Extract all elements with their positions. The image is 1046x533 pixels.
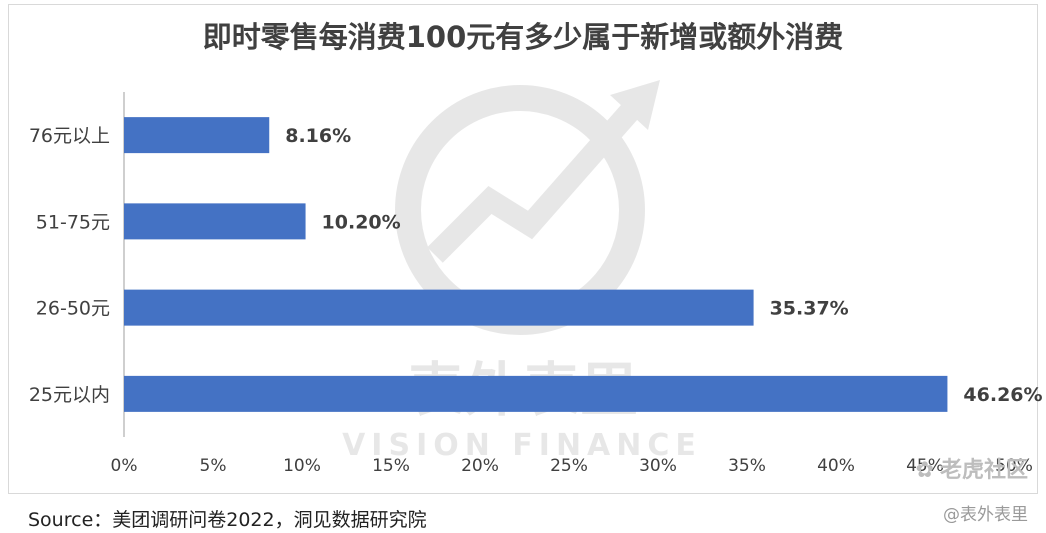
x-tick-labels: 0% 5% 10% 15% 20% 25% 30% 35% 40% 45% 50% [111, 456, 1033, 476]
chart-frame [8, 4, 1038, 494]
x-tick-label: 25% [550, 456, 588, 476]
bar [124, 289, 754, 326]
bar [124, 375, 948, 412]
chart-title: 即时零售每消费100元有多少属于新增或额外消费 [202, 20, 844, 54]
x-tick-label: 30% [639, 456, 677, 476]
value-label: 46.26% [963, 384, 1042, 406]
corner-handle-watermark: @表外表里 [943, 505, 1028, 525]
x-tick-label: 15% [372, 456, 410, 476]
corner-brand-watermark: ✿ 老虎社区 [915, 458, 1028, 483]
x-tick-label: 0% [111, 456, 138, 476]
x-tick-label: 5% [200, 456, 227, 476]
paw-icon: ✿ [915, 458, 934, 483]
source-note: Source：美团调研问卷2022，洞见数据研究院 [28, 509, 427, 531]
bar [124, 203, 306, 240]
x-tick-label: 35% [728, 456, 766, 476]
x-tick-label: 10% [283, 456, 321, 476]
value-label: 8.16% [285, 125, 351, 147]
category-labels: 76元以上 51-75元 26-50元 25元以内 [29, 125, 110, 406]
x-tick-label: 40% [817, 456, 855, 476]
category-label: 26-50元 [36, 298, 110, 320]
value-label: 35.37% [770, 298, 849, 320]
x-tick-label: 45% [906, 456, 944, 476]
value-label: 10.20% [322, 211, 401, 233]
x-tick-label: 20% [461, 456, 499, 476]
bar [124, 117, 270, 154]
category-label: 25元以内 [29, 384, 110, 406]
bars-group [124, 117, 948, 412]
category-label: 51-75元 [36, 211, 110, 233]
value-labels: 8.16% 10.20% 35.37% 46.26% [285, 125, 1042, 406]
x-tick-label: 50% [995, 456, 1033, 476]
bar-chart: 表外表里 VISION FINANCE 76元以上51-75元26-50元25元… [29, 80, 1043, 476]
category-label: 76元以上 [29, 125, 110, 147]
watermark-en: VISION FINANCE [342, 428, 702, 463]
